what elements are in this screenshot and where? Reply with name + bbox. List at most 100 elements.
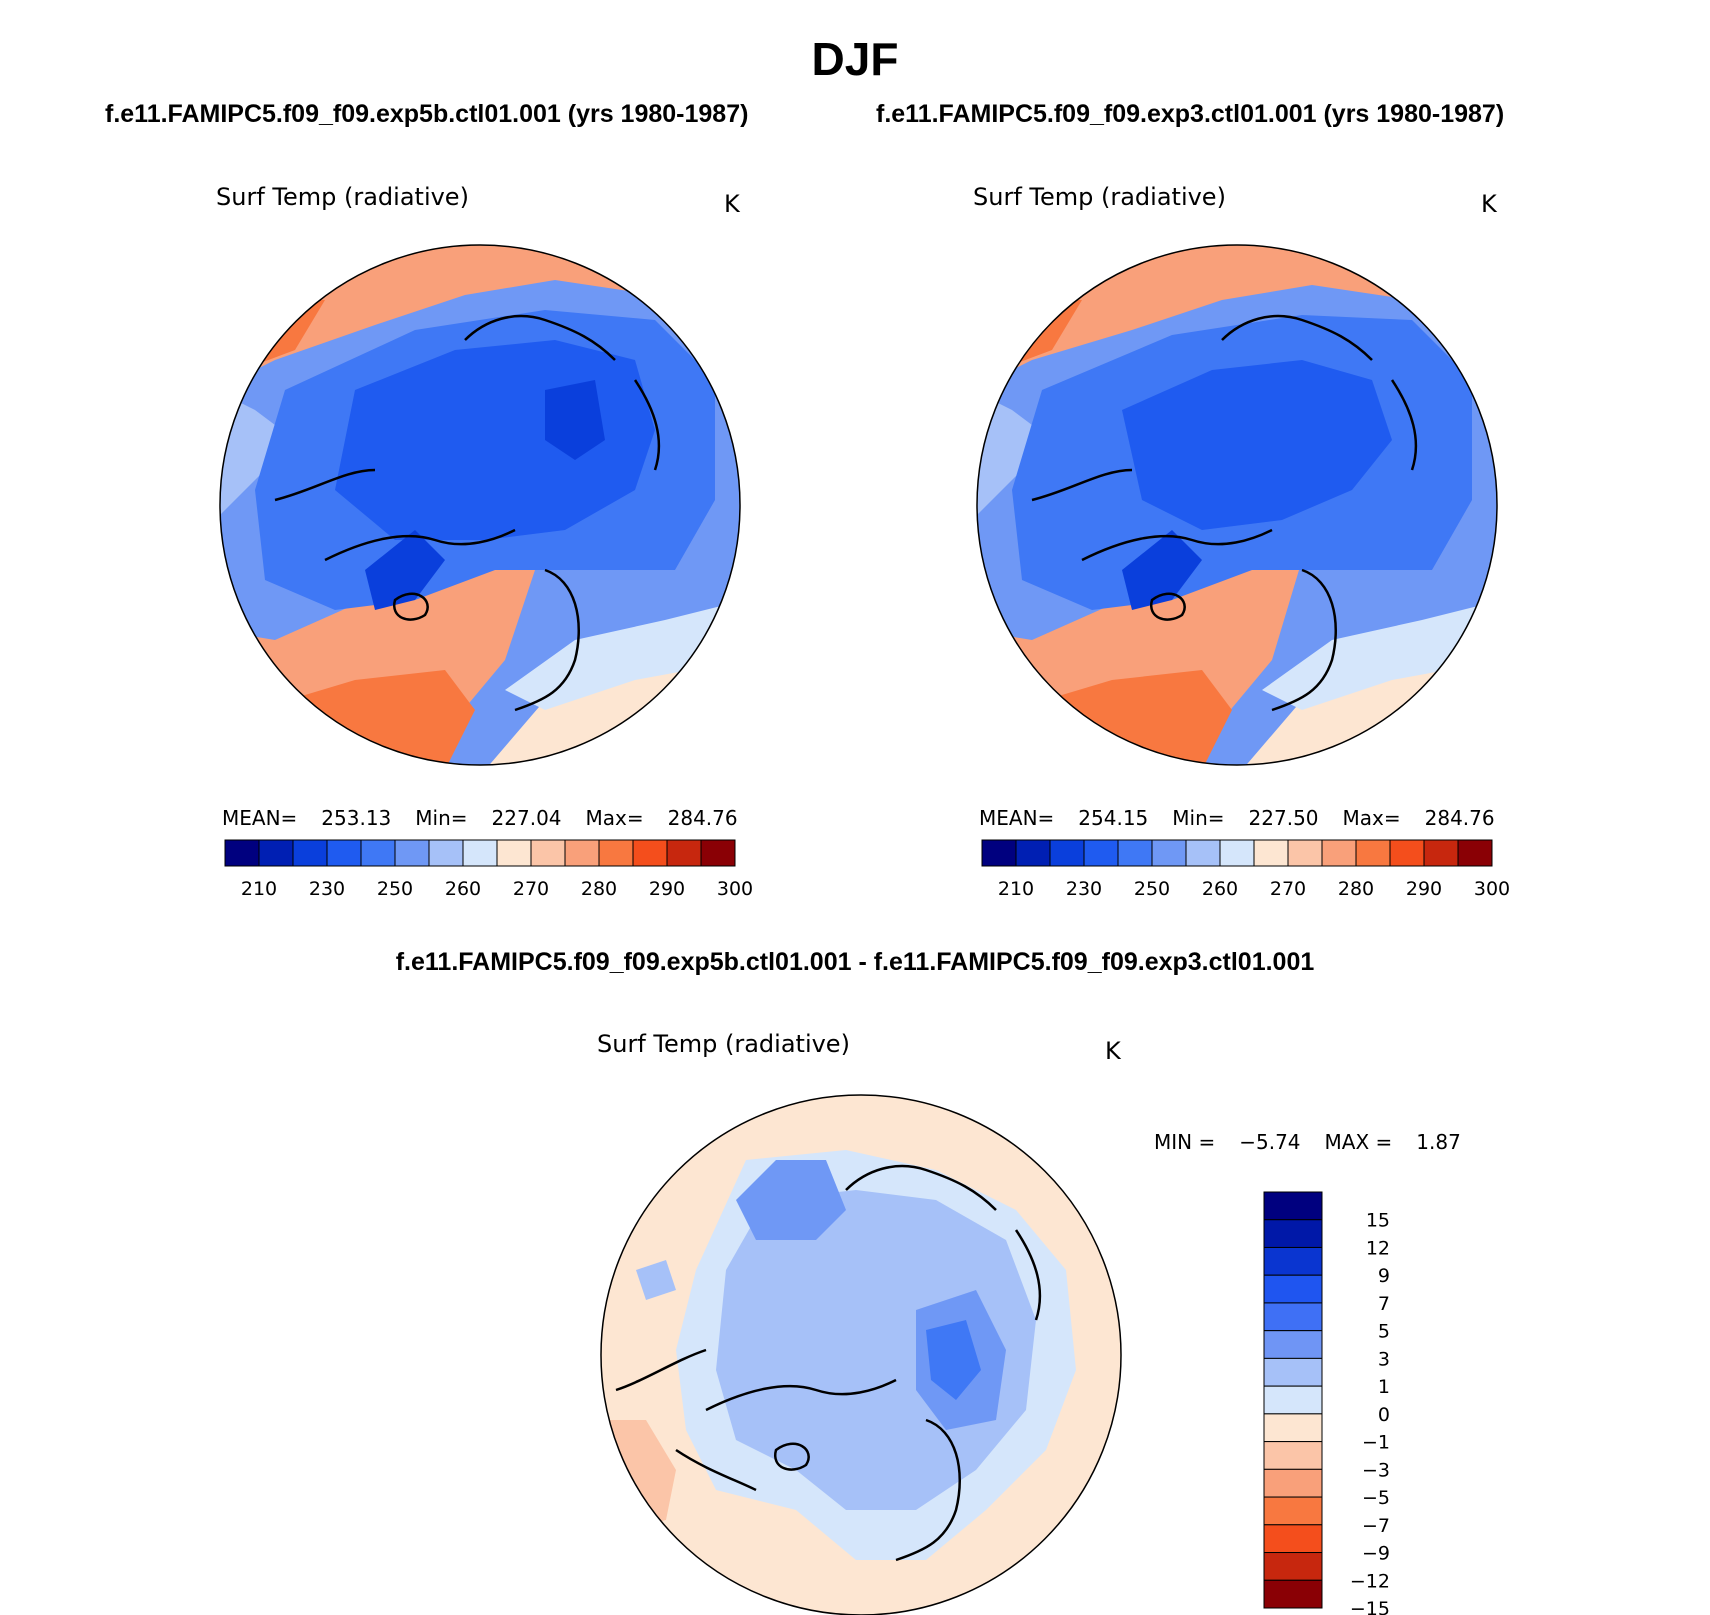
- colorbar-swatch: [564, 839, 600, 867]
- colorbar-swatch: [1263, 1552, 1323, 1581]
- panel2-max-label: Max=: [1342, 806, 1401, 830]
- colorbar-tick-label: 5: [1378, 1321, 1390, 1343]
- colorbar-tick-label: 300: [717, 878, 753, 900]
- colorbar-tick-label: 250: [377, 878, 413, 900]
- colorbar-swatch: [1263, 1524, 1323, 1554]
- panel3-variable: Surf Temp (radiative): [597, 1030, 850, 1058]
- colorbar-swatch: [1083, 839, 1119, 867]
- panel1-units: K: [724, 190, 740, 218]
- colorbar-swatch: [1219, 839, 1255, 867]
- panel1-min-label: Min=: [415, 806, 468, 830]
- colorbar-swatch: [666, 839, 702, 867]
- colorbar-swatch: [1263, 1413, 1323, 1443]
- colorbar-swatch: [1263, 1579, 1323, 1609]
- colorbar-tick-label: 210: [998, 878, 1034, 900]
- colorbar-swatch: [1253, 839, 1289, 867]
- panel2-min-label: Min=: [1172, 806, 1225, 830]
- panel1-min: 227.04: [491, 806, 562, 830]
- colorbar-tick-label: 250: [1134, 878, 1170, 900]
- colorbar-swatch: [1263, 1468, 1323, 1498]
- colorbar-swatch: [496, 839, 532, 867]
- colorbar-swatch: [1423, 839, 1459, 867]
- colorbar-swatch: [1151, 839, 1187, 867]
- colorbar-tick-label: 1: [1378, 1376, 1390, 1398]
- colorbar-swatch: [1263, 1357, 1323, 1387]
- colorbar-swatch: [258, 839, 294, 867]
- colorbar-tick-label: 15: [1366, 1210, 1390, 1232]
- colorbar-2: 210 230 250 260 270 280 290 300: [981, 839, 1510, 900]
- difference-title: f.e11.FAMIPC5.f09_f09.exp5b.ctl01.001 - …: [395, 948, 1315, 976]
- colorbar-swatch: [394, 839, 430, 867]
- panel1-variable: Surf Temp (radiative): [216, 183, 469, 211]
- colorbar-tick-label: −12: [1350, 1570, 1390, 1592]
- panel2-variable: Surf Temp (radiative): [973, 183, 1226, 211]
- colorbar-swatch: [1185, 839, 1221, 867]
- colorbar-swatch: [292, 839, 328, 867]
- colorbar-tick-label: 290: [1406, 878, 1442, 900]
- colorbar-swatch: [598, 839, 634, 867]
- case2-title: f.e11.FAMIPC5.f09_f09.exp3.ctl01.001 (yr…: [876, 100, 1505, 128]
- panel2-max: 284.76: [1424, 806, 1495, 830]
- colorbar-tick-label: 9: [1378, 1265, 1390, 1287]
- colorbar-swatch: [1049, 839, 1085, 867]
- colorbar-swatch: [981, 839, 1017, 867]
- colorbar-swatch: [1263, 1219, 1323, 1248]
- colorbar-tick-label: −1: [1362, 1432, 1390, 1454]
- panel3-max: 1.87: [1416, 1130, 1461, 1154]
- colorbar-tick-label: 210: [241, 878, 277, 900]
- panel3-min-label: MIN =: [1154, 1130, 1216, 1154]
- temperature-difference-field: [601, 1095, 1121, 1615]
- colorbar-swatch: [326, 839, 362, 867]
- colorbar-swatch: [1457, 839, 1493, 867]
- panel3-units: K: [1105, 1037, 1121, 1065]
- colorbar-swatch: [1263, 1246, 1323, 1276]
- colorbar-tick-label: 280: [1338, 878, 1374, 900]
- colorbar-swatch: [700, 839, 736, 867]
- colorbar-swatch: [1389, 839, 1425, 867]
- colorbar-swatch: [1287, 839, 1323, 867]
- panel2-mean-label: MEAN=: [979, 806, 1055, 830]
- panel2-min: 227.50: [1248, 806, 1319, 830]
- temperature-field-1: [220, 245, 740, 765]
- panel3-max-label: MAX =: [1324, 1130, 1393, 1154]
- colorbar-3: 15 12 9 7 5 3 1 0 −1 −3 −5 −7 −9 −12 −15: [1263, 1191, 1390, 1615]
- colorbar-tick-label: 3: [1378, 1348, 1390, 1370]
- colorbar-tick-label: 230: [1066, 878, 1102, 900]
- panel1-max-label: Max=: [585, 806, 644, 830]
- colorbar-swatch: [1263, 1441, 1323, 1470]
- colorbar-tick-label: 270: [513, 878, 549, 900]
- colorbar-tick-label: 260: [445, 878, 481, 900]
- case1-title: f.e11.FAMIPC5.f09_f09.exp5b.ctl01.001 (y…: [105, 100, 749, 128]
- colorbar-tick-label: −3: [1362, 1459, 1390, 1481]
- colorbar-tick-label: 270: [1270, 878, 1306, 900]
- colorbar-swatch: [530, 839, 566, 867]
- colorbar-tick-label: 12: [1366, 1237, 1390, 1259]
- colorbar-swatch: [1263, 1191, 1323, 1221]
- colorbar-swatch: [1015, 839, 1051, 867]
- colorbar-tick-label: 280: [581, 878, 617, 900]
- colorbar-swatch: [1263, 1496, 1323, 1526]
- panel1-mean: 253.13: [321, 806, 392, 830]
- temperature-field-2: [977, 245, 1497, 765]
- map-panel-1: [219, 244, 741, 766]
- colorbar-swatch: [462, 839, 498, 867]
- colorbar-tick-label: 300: [1474, 878, 1510, 900]
- colorbar-tick-label: 290: [649, 878, 685, 900]
- colorbar-1: 210 230 250 260 270 280 290 300: [224, 839, 753, 900]
- colorbar-tick-label: 7: [1378, 1293, 1390, 1315]
- colorbar-tick-label: −5: [1362, 1487, 1390, 1509]
- colorbar-swatch: [224, 839, 260, 867]
- panel1-mean-label: MEAN=: [222, 806, 298, 830]
- map-panel-3: [600, 1094, 1122, 1615]
- colorbar-swatch: [1263, 1302, 1323, 1332]
- panel2-mean: 254.15: [1078, 806, 1149, 830]
- colorbar-swatch: [1117, 839, 1153, 867]
- colorbar-tick-label: 230: [309, 878, 345, 900]
- colorbar-swatch: [1263, 1274, 1323, 1304]
- colorbar-swatch: [1263, 1385, 1323, 1415]
- map-panel-2: [976, 244, 1498, 766]
- panel1-stats: MEAN= 253.13 Min= 227.04 Max= 284.76: [222, 806, 762, 830]
- colorbar-tick-label: 0: [1378, 1404, 1390, 1426]
- colorbar-swatch: [1321, 839, 1357, 867]
- colorbar-swatch: [360, 839, 396, 867]
